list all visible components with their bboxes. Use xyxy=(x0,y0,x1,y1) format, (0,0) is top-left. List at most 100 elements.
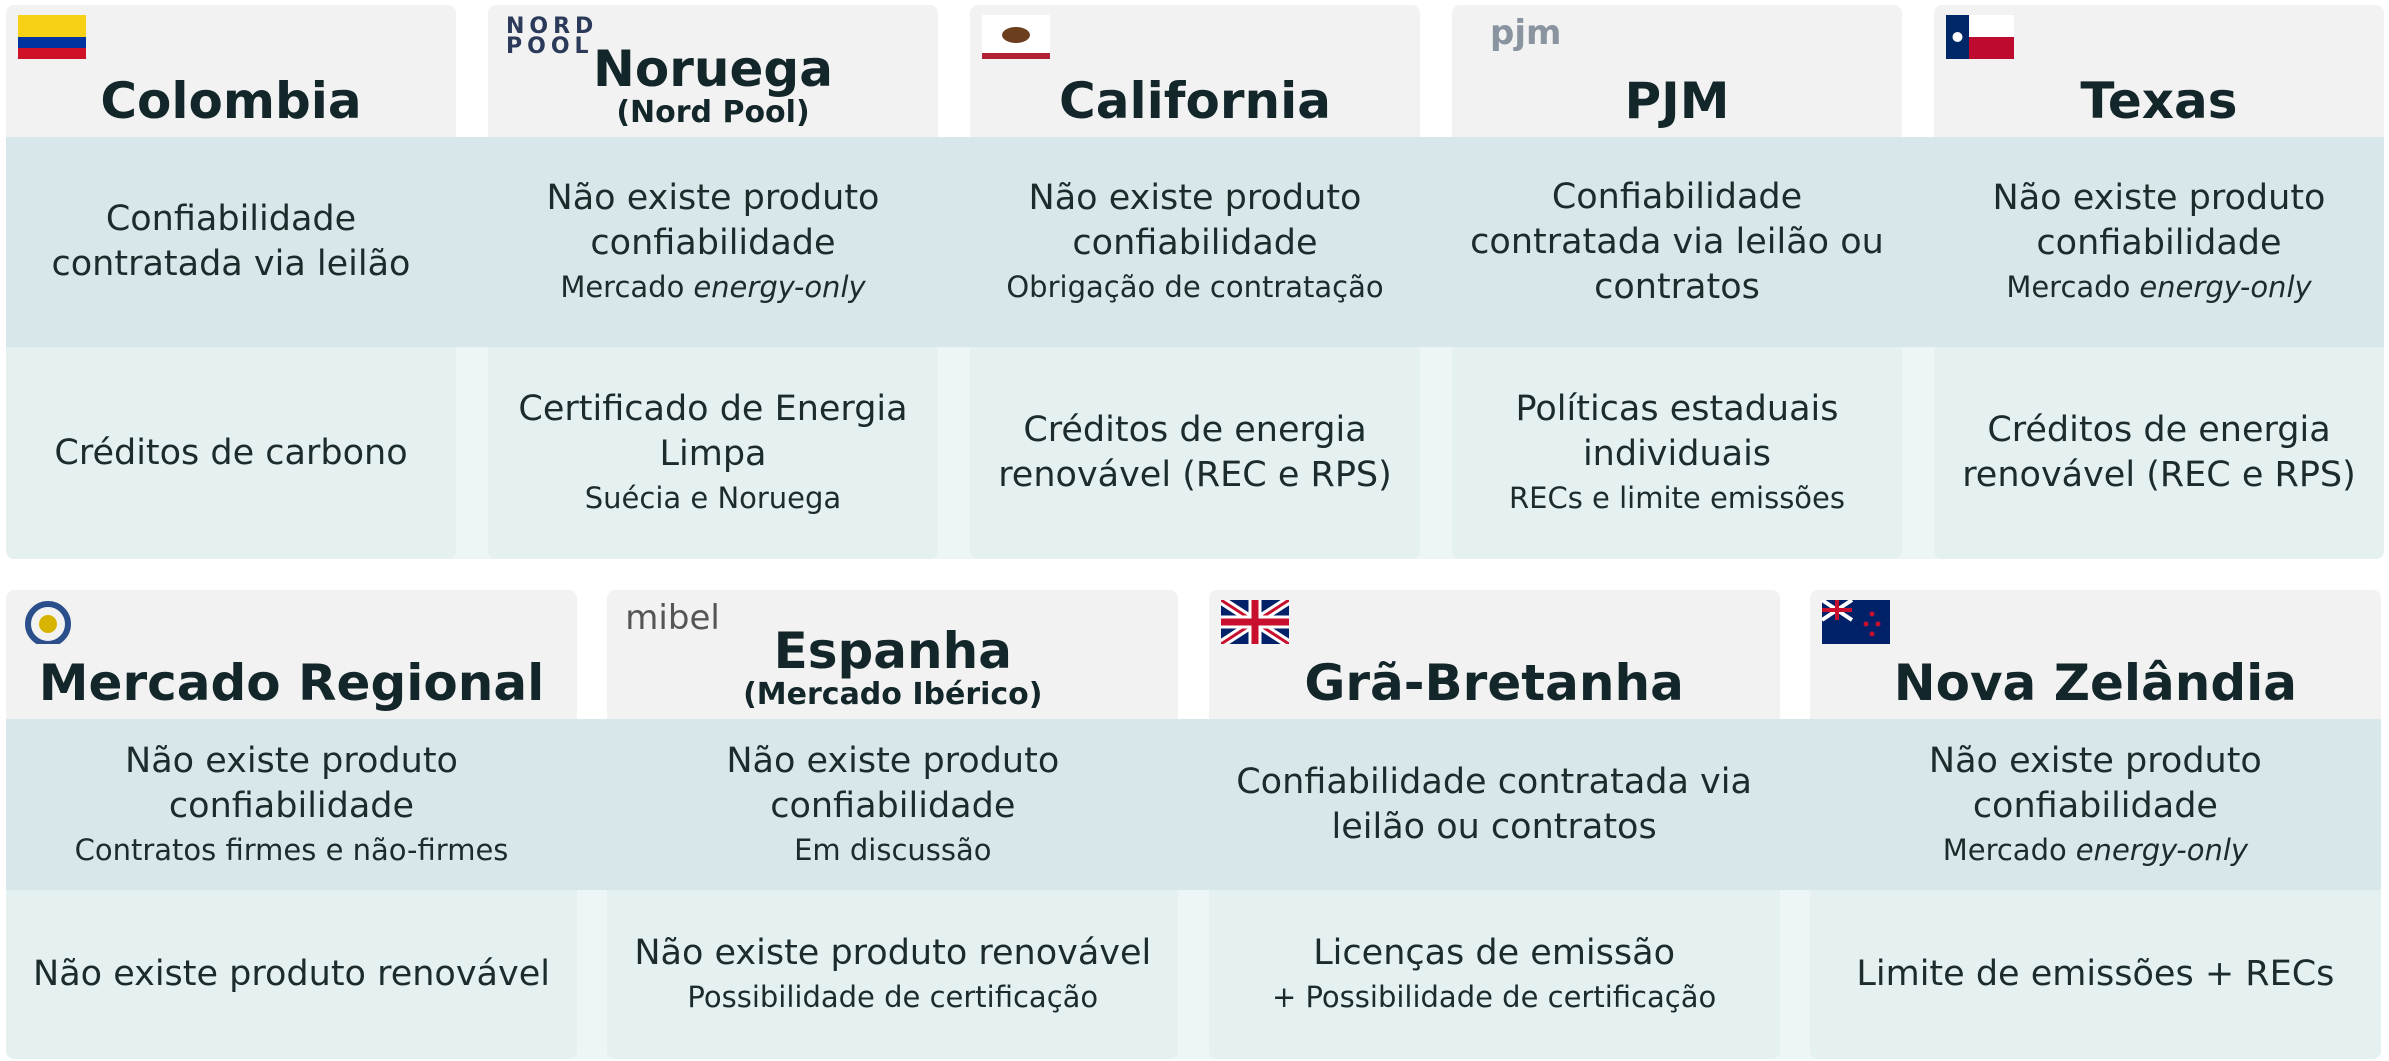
market-card: Colombia Confiabilidade contratada via le… xyxy=(6,5,456,559)
note: Mercado xyxy=(1942,832,2067,867)
renewable-cell: Não existe produto renovável xyxy=(6,890,577,1059)
logo-line: POOL xyxy=(506,34,594,59)
logo: NORD POOL xyxy=(506,14,599,59)
main-text: Não existe produto confiabilidade xyxy=(1928,740,2262,826)
market-card: mibel Espanha (Mercado Ibérico) Não existe … xyxy=(607,590,1179,1059)
market-card: pjm PJM Confiabilidade contratada via leil… xyxy=(1452,5,1902,559)
card-title: Nova Zelândia xyxy=(1893,654,2298,712)
renewable-cell: Créditos de energia renovável (REC e RPS… xyxy=(1934,347,2384,559)
main-text: Créditos de energia renovável (REC e RPS… xyxy=(998,410,1392,495)
reliability-cell: Não existe produto confiabilidade Em disc… xyxy=(607,719,1179,890)
note: + Possibilidade de certificação xyxy=(1271,980,1717,1014)
main-text: Não existe produto renovável xyxy=(634,933,1152,973)
note-text: Mercado energy-only xyxy=(1943,829,2248,871)
card-header: Texas xyxy=(1934,5,2384,137)
main-text: Licenças de emissão xyxy=(1313,933,1675,973)
note-text: + Possibilidade de certificação xyxy=(1272,976,1716,1018)
card-subtitle: (Mercado Ibérico) xyxy=(743,677,1043,712)
card-header: Mercado Regional xyxy=(6,590,577,719)
card-header: pjm PJM xyxy=(1452,5,1902,137)
card-title: California xyxy=(1059,72,1331,130)
renewable-cell: Não existe produto renovável Possibilidad… xyxy=(607,890,1179,1059)
note-text: Contratos firmes e não-firmes xyxy=(75,829,509,871)
card-header: NORD POOL Noruega (Nord Pool) xyxy=(488,5,938,137)
note-text: Possibilidade de certificação xyxy=(687,976,1098,1018)
reliability-cell: Confiabilidade contratada via leilão ou … xyxy=(1452,137,1902,347)
note-text: Mercado energy-only xyxy=(2006,266,2311,308)
card-title: Texas xyxy=(2080,72,2238,130)
card-header: Nova Zelândia xyxy=(1809,590,2381,719)
main-text: Não existe produto renovável xyxy=(33,954,550,994)
flag-icon xyxy=(25,601,71,644)
market-card: Texas Não existe produto confiabilidade Me… xyxy=(1934,5,2384,559)
note-emphasis: energy-only xyxy=(2139,270,2312,304)
note: Obrigação de contratação xyxy=(1006,270,1384,304)
renewable-cell: Limite de emissões + RECs xyxy=(1809,890,2381,1059)
market-card: NORD POOL Noruega (Nord Pool) Não existe pro… xyxy=(488,5,938,559)
card-title: Noruega xyxy=(593,40,833,98)
reliability-cell: Confiabilidade contratada via leilão ou … xyxy=(1208,719,1780,890)
card-subtitle: (Nord Pool) xyxy=(616,95,810,130)
main-text: Não existe produto confiabilidade xyxy=(726,740,1060,826)
note-emphasis: energy-only xyxy=(693,270,866,304)
main-text: Não existe produto confiabilidade xyxy=(546,178,880,263)
note: Possibilidade de certificação xyxy=(687,980,1099,1014)
reliability-cell: Não existe produto confiabilidade Contrat… xyxy=(6,719,577,890)
card-header: mibel Espanha (Mercado Ibérico) xyxy=(607,590,1179,719)
main-text: Não existe produto confiabilidade xyxy=(1028,178,1362,263)
card-title: Mercado Regional xyxy=(38,654,545,712)
note: Contratos firmes e não-firmes xyxy=(74,832,509,867)
main-text: Não existe produto confiabilidade xyxy=(125,740,458,826)
market-card: Grã-Bretanha Confiabilidade contratada vi… xyxy=(1208,590,1780,1059)
logo-line: pjm xyxy=(1490,13,1562,53)
main-text: Créditos de carbono xyxy=(54,432,408,473)
main-text: Não existe produto confiabilidade xyxy=(1992,178,2326,263)
card-title: Espanha xyxy=(773,622,1012,680)
note: Mercado xyxy=(560,270,685,304)
main-text: Confiabilidade contratada via leilão ou … xyxy=(1470,176,1884,307)
flag-icon xyxy=(18,15,86,59)
reliability-cell: Não existe produto confiabilidade Obrigaç… xyxy=(970,137,1420,347)
note: Mercado xyxy=(2006,270,2131,304)
flag-icon xyxy=(982,15,1050,59)
card-header: Grã-Bretanha xyxy=(1208,590,1780,719)
logo: pjm xyxy=(1490,13,1561,53)
renewable-cell: Créditos de energia renovável (REC e RPS… xyxy=(970,347,1420,559)
market-card: Mercado Regional Não existe produto confi… xyxy=(6,590,577,1059)
main-text: Certificado de Energia Limpa xyxy=(518,389,908,474)
reliability-cell: Não existe produto confiabilidade Mercado… xyxy=(1809,719,2381,890)
renewable-cell: Créditos de carbono xyxy=(6,347,456,559)
card-title: PJM xyxy=(1624,72,1730,130)
card-header: Colombia xyxy=(6,5,456,137)
note: Em discussão xyxy=(794,832,992,867)
note-emphasis: energy-only xyxy=(2075,832,2249,867)
note-text: RECs e limite emissões xyxy=(1509,477,1845,519)
note-text: Suécia e Noruega xyxy=(585,477,841,519)
market-card: Nova Zelândia Não existe produto confiabi… xyxy=(1809,590,2381,1059)
logo-line: NORD xyxy=(506,14,599,39)
flag-icon xyxy=(1821,600,1890,644)
logo: mibel xyxy=(625,598,720,638)
logo-line: mibel xyxy=(625,598,720,638)
renewable-cell: Políticas estaduais individuais RECs e li… xyxy=(1452,347,1902,559)
note-text: Obrigação de contratação xyxy=(1006,266,1383,308)
reliability-cell: Não existe produto confiabilidade Mercado… xyxy=(1934,137,2384,347)
renewable-cell: Certificado de Energia Limpa Suécia e Nor… xyxy=(488,347,938,559)
card-title: Colombia xyxy=(100,72,362,130)
note: RECs e limite emissões xyxy=(1508,481,1846,515)
note-text: Em discussão xyxy=(794,829,991,871)
note-text: Mercado energy-only xyxy=(560,266,865,308)
main-text: Políticas estaduais individuais xyxy=(1515,389,1839,474)
market-card: California Não existe produto confiabilid… xyxy=(970,5,1420,559)
main-text: Limite de emissões + RECs xyxy=(1856,954,2335,994)
main-text: Confiabilidade contratada via leilão ou … xyxy=(1236,761,1752,847)
flag-icon xyxy=(1946,15,2014,59)
main-text: Confiabilidade contratada via leilão xyxy=(51,199,411,284)
card-header: California xyxy=(970,5,1420,137)
note: Suécia e Noruega xyxy=(584,481,842,515)
reliability-cell: Não existe produto confiabilidade Mercado… xyxy=(488,137,938,347)
renewable-cell: Licenças de emissão + Possibilidade de ce… xyxy=(1208,890,1780,1059)
card-title: Grã-Bretanha xyxy=(1304,654,1684,712)
flag-icon xyxy=(1220,600,1289,644)
reliability-cell: Confiabilidade contratada via leilão xyxy=(6,137,456,347)
